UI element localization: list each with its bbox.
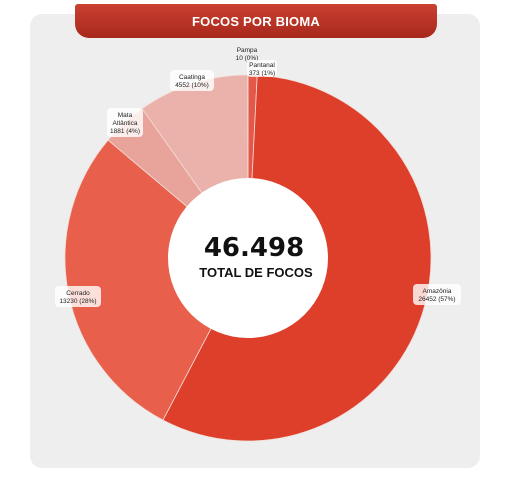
total-value: 46.498 <box>204 233 304 263</box>
slice-label-cerrado-value: 13230 (28%) <box>59 298 96 305</box>
total-label: TOTAL DE FOCOS <box>199 265 313 280</box>
slice-label-caatinga-box <box>170 70 214 91</box>
slice-label-amazonia: Amazônia 26452 (57%) <box>413 284 461 305</box>
slice-label-pampa: Pampa 10 (0%) <box>236 47 259 62</box>
chart-title: FOCOS POR BIOMA <box>75 4 437 38</box>
slice-label-mata-atlantica-name-1: Mata <box>118 112 133 119</box>
slice-label-amazonia-name: Amazônia <box>423 288 452 295</box>
slice-label-pantanal: Pantanal 373 (1%) <box>247 60 277 77</box>
slice-label-pantanal-name: Pantanal <box>249 62 275 69</box>
slice-label-cerrado-box <box>55 286 101 307</box>
slice-label-mata-atlantica-value: 1881 (4%) <box>110 128 140 135</box>
slice-label-mata-atlantica-box <box>107 108 143 137</box>
slice-label-caatinga-value: 4552 (10%) <box>175 82 209 89</box>
slice-label-caatinga: Caatinga 4552 (10%) <box>170 70 214 91</box>
slice-label-mata-atlantica: Mata Atlântica 1881 (4%) <box>107 108 143 137</box>
slice-label-pantanal-value: 373 (1%) <box>249 70 275 77</box>
donut-hole <box>168 178 328 338</box>
slice-label-pantanal-box <box>247 60 277 77</box>
slice-label-pampa-value: 10 (0%) <box>236 55 259 62</box>
slice-label-amazonia-value: 26452 (57%) <box>418 296 455 303</box>
slice-label-caatinga-name: Caatinga <box>179 74 205 81</box>
slice-label-mata-atlantica-name-2: Atlântica <box>113 120 138 127</box>
slice-label-cerrado-name: Cerrado <box>66 290 90 297</box>
slice-label-cerrado: Cerrado 13230 (28%) <box>55 286 101 307</box>
slice-label-pampa-name: Pampa <box>237 47 258 54</box>
slice-label-amazonia-box <box>413 284 461 305</box>
